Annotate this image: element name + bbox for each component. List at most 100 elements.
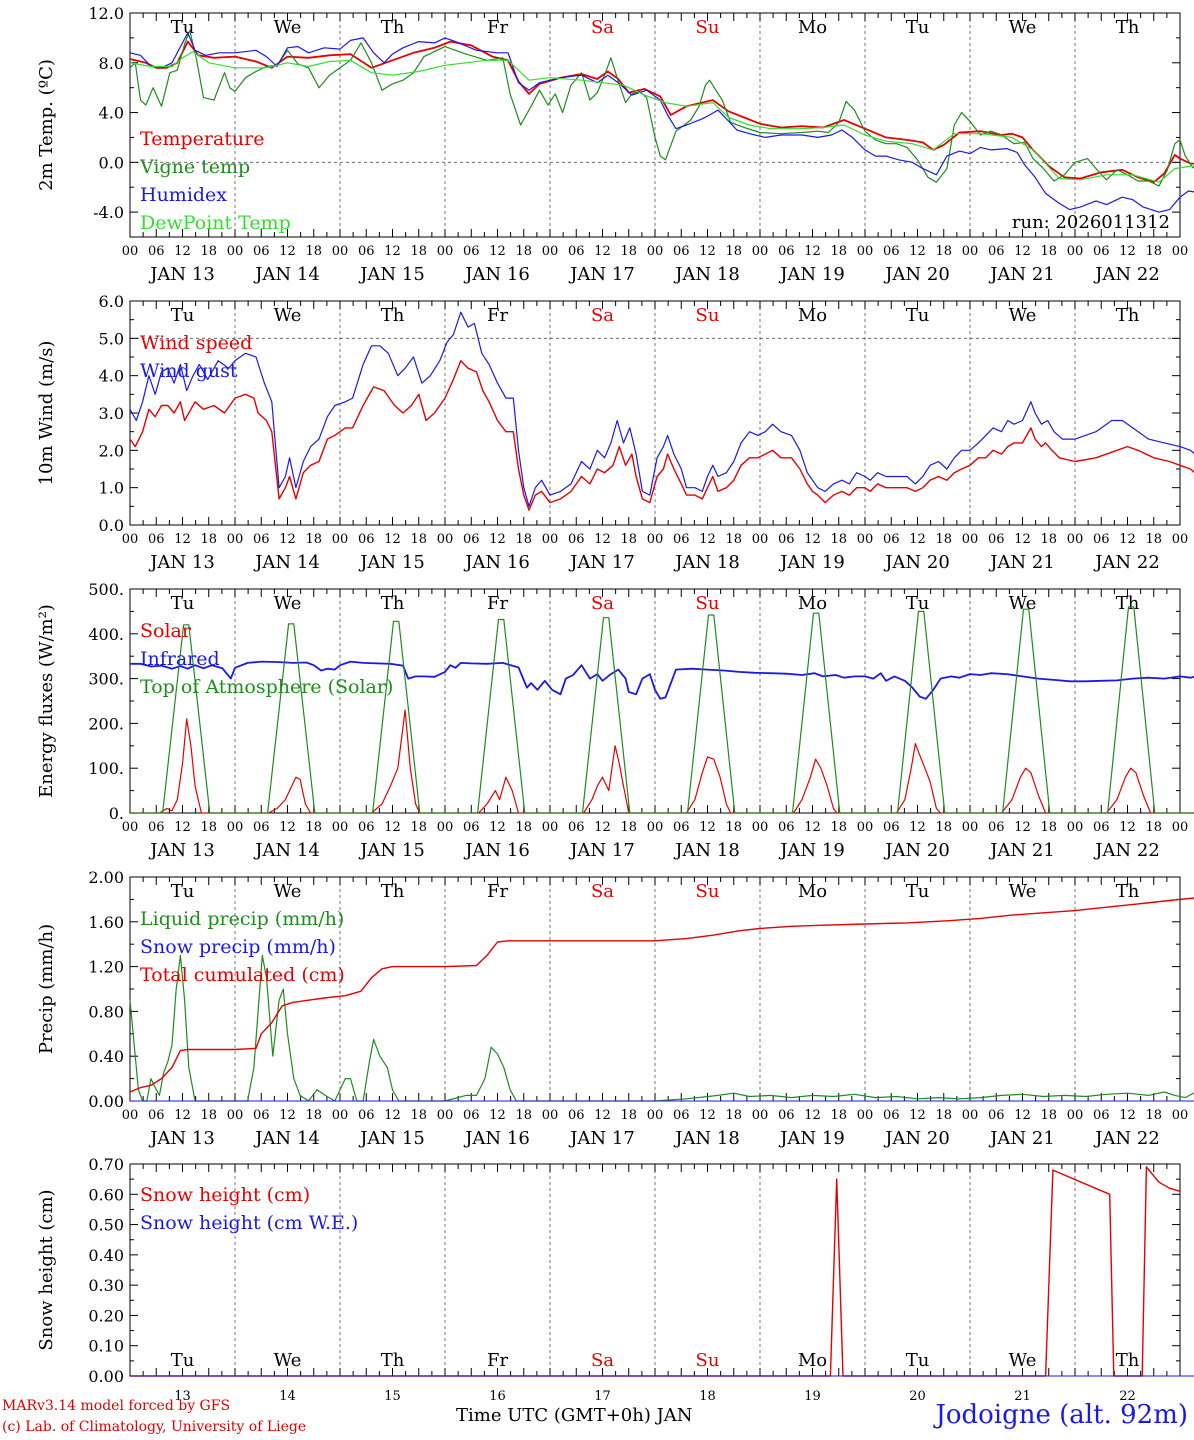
hour-label: 00 <box>962 244 979 259</box>
station-label: Jodoigne (alt. 92m) <box>935 1400 1188 1430</box>
hour-label: 06 <box>883 532 900 547</box>
panel-precip: 0.00 0.40 0.80 1.20 1.60 2.00 Precip (mm/h) Tu W… <box>36 868 1194 1149</box>
hour-label: 18 <box>935 820 952 835</box>
day-name-label: Fr <box>487 593 508 614</box>
hour-label: 18 <box>200 1108 217 1123</box>
hour-label: 00 <box>437 820 454 835</box>
y-tick-label: 5.0 <box>99 329 124 348</box>
date-label: JAN 16 <box>463 552 530 573</box>
hour-label: 00 <box>857 244 874 259</box>
day-name-label: Sa <box>591 881 614 902</box>
y-tick-label: -4.0 <box>93 203 124 222</box>
hour-label: 18 <box>725 244 742 259</box>
y-tick-label: 0.10 <box>88 1337 124 1356</box>
hour-label: 06 <box>463 532 480 547</box>
legend-entry: Liquid precip (mm/h) <box>140 908 344 930</box>
day-name-label: Th <box>1116 881 1140 902</box>
date-label: JAN 22 <box>1093 552 1160 573</box>
hour-label: 18 <box>1040 532 1057 547</box>
hour-label: 12 <box>489 532 506 547</box>
day-name-label: We <box>1009 17 1037 38</box>
hour-label: 12 <box>489 1108 506 1123</box>
hour-label: 00 <box>437 532 454 547</box>
date-label: JAN 19 <box>778 1128 845 1149</box>
day-name-label: Fr <box>487 17 508 38</box>
y-tick-label: 4.0 <box>99 367 124 386</box>
hour-label: 06 <box>988 820 1005 835</box>
hour-label: 18 <box>935 1108 952 1123</box>
day-name-label: Mo <box>798 17 827 38</box>
date-label: JAN 17 <box>568 1128 635 1149</box>
hour-label: 06 <box>1093 1108 1110 1123</box>
hour-label: 06 <box>358 820 375 835</box>
hour-label: 12 <box>909 820 926 835</box>
date-label: JAN 22 <box>1093 264 1160 285</box>
hour-label: 00 <box>857 1108 874 1123</box>
date-label: JAN 21 <box>988 552 1055 573</box>
day-name-label: Su <box>696 305 720 326</box>
hour-label: 12 <box>489 820 506 835</box>
hour-label: 06 <box>673 244 690 259</box>
hour-label: 06 <box>253 1108 270 1123</box>
hour-label: 12 <box>909 532 926 547</box>
hour-label: 18 <box>725 820 742 835</box>
hour-label: 00 <box>647 1108 664 1123</box>
date-label: JAN 21 <box>988 840 1055 861</box>
hour-label: 06 <box>778 820 795 835</box>
date-label: JAN 21 <box>988 1128 1055 1149</box>
y-tick-label: 0. <box>109 804 124 823</box>
hour-label: 00 <box>647 532 664 547</box>
hour-label: 12 <box>909 1108 926 1123</box>
hour-label: 00 <box>647 820 664 835</box>
hour-label: 00 <box>857 820 874 835</box>
hour-label: 12 <box>174 1108 191 1123</box>
hour-label: 12 <box>699 820 716 835</box>
series-line <box>129 29 1194 187</box>
hour-label: 18 <box>515 532 532 547</box>
legend-entry: Snow height (cm W.E.) <box>140 1212 358 1234</box>
hour-label: 18 <box>410 820 427 835</box>
day-name-label: We <box>274 17 302 38</box>
y-tick-label: 0.30 <box>88 1276 124 1295</box>
hour-label: 06 <box>988 244 1005 259</box>
hour-label: 18 <box>305 244 322 259</box>
hour-label: 18 <box>620 532 637 547</box>
y-tick-label: 2.00 <box>88 868 124 887</box>
day-name-label: Th <box>381 17 405 38</box>
date-label: JAN 13 <box>148 552 215 573</box>
day-name-label: Fr <box>487 881 508 902</box>
hour-label: 00 <box>752 820 769 835</box>
date-label: JAN 16 <box>463 264 530 285</box>
hour-label: 12 <box>384 532 401 547</box>
day-name-label: Mo <box>798 1350 827 1371</box>
date-label: JAN 15 <box>358 840 425 861</box>
day-name-label: Tu <box>906 305 930 326</box>
legend-entry: Humidex <box>140 184 227 206</box>
lab-credit: (c) Lab. of Climatology, University of L… <box>2 1419 307 1435</box>
hour-label: 12 <box>1014 244 1031 259</box>
y-tick-label: 8.0 <box>99 54 124 73</box>
y-tick-label: 400. <box>88 625 124 644</box>
date-label: 16 <box>489 1389 506 1404</box>
hour-label: 06 <box>253 532 270 547</box>
hour-label: 06 <box>358 1108 375 1123</box>
hour-label: 00 <box>542 820 559 835</box>
hour-label: 00 <box>1067 244 1084 259</box>
hour-label: 06 <box>778 532 795 547</box>
hour-label: 18 <box>1145 244 1162 259</box>
hour-label: 00 <box>857 532 874 547</box>
hour-label: 06 <box>148 244 165 259</box>
hour-label: 06 <box>673 1108 690 1123</box>
y-tick-label: 0.0 <box>99 153 124 172</box>
hour-label: 18 <box>515 820 532 835</box>
hour-label: 12 <box>699 244 716 259</box>
day-name-label: Fr <box>487 305 508 326</box>
date-label: JAN 17 <box>568 264 635 285</box>
legend-entry: Temperature <box>140 128 264 150</box>
plot-frame <box>129 300 1181 526</box>
day-name-label: Su <box>696 17 720 38</box>
hour-label: 12 <box>279 244 296 259</box>
day-name-label: Th <box>381 881 405 902</box>
hour-label: 18 <box>1040 1108 1057 1123</box>
